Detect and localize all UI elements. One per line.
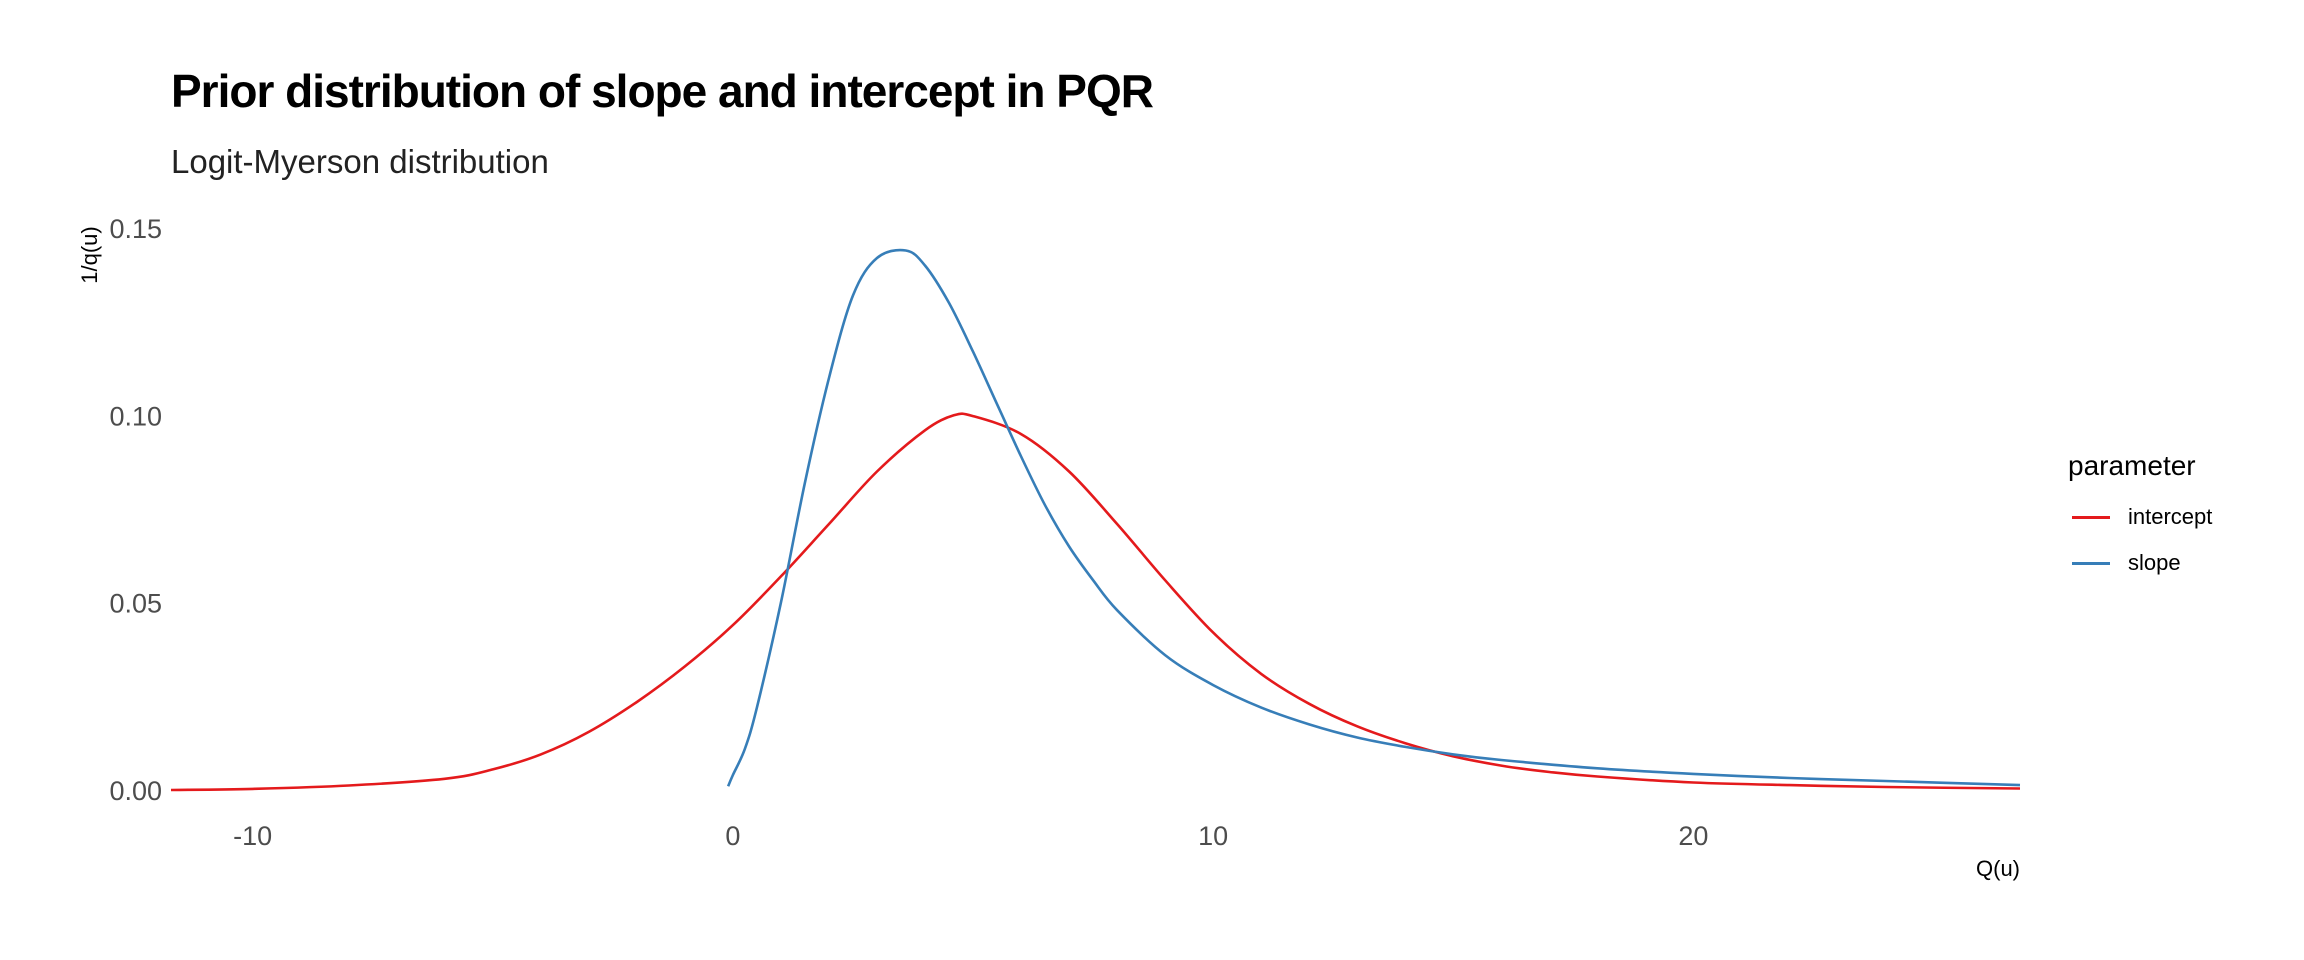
y-tick-label: 0.05 xyxy=(109,589,162,619)
y-tick-label: 0.00 xyxy=(109,776,162,806)
legend-title: parameter xyxy=(2068,450,2196,481)
legend-item-intercept: intercept xyxy=(2068,494,2212,540)
chart-subtitle: Logit-Myerson distribution xyxy=(171,143,549,180)
chart-title: Prior distribution of slope and intercep… xyxy=(171,65,1154,117)
legend: parameter intercept slope xyxy=(2068,450,2212,586)
legend-key-line xyxy=(2072,561,2110,565)
legend-label: slope xyxy=(2128,550,2181,575)
legend-key-line xyxy=(2072,515,2110,519)
legend-label: intercept xyxy=(2128,504,2213,529)
x-tick-label: 10 xyxy=(1198,821,1228,851)
x-tick-label: 0 xyxy=(725,821,740,851)
x-tick-label: -10 xyxy=(233,821,272,851)
y-axis-title: 1/q(u) xyxy=(77,226,102,283)
series-line-slope xyxy=(726,248,2021,787)
y-tick-label: 0.10 xyxy=(109,401,162,431)
y-tick-label: 0.15 xyxy=(109,214,162,244)
series-line-intercept xyxy=(170,412,2021,792)
x-axis-title: Q(u) xyxy=(1976,856,2020,881)
x-tick-label: 20 xyxy=(1678,821,1708,851)
legend-item-slope: slope xyxy=(2068,540,2212,586)
